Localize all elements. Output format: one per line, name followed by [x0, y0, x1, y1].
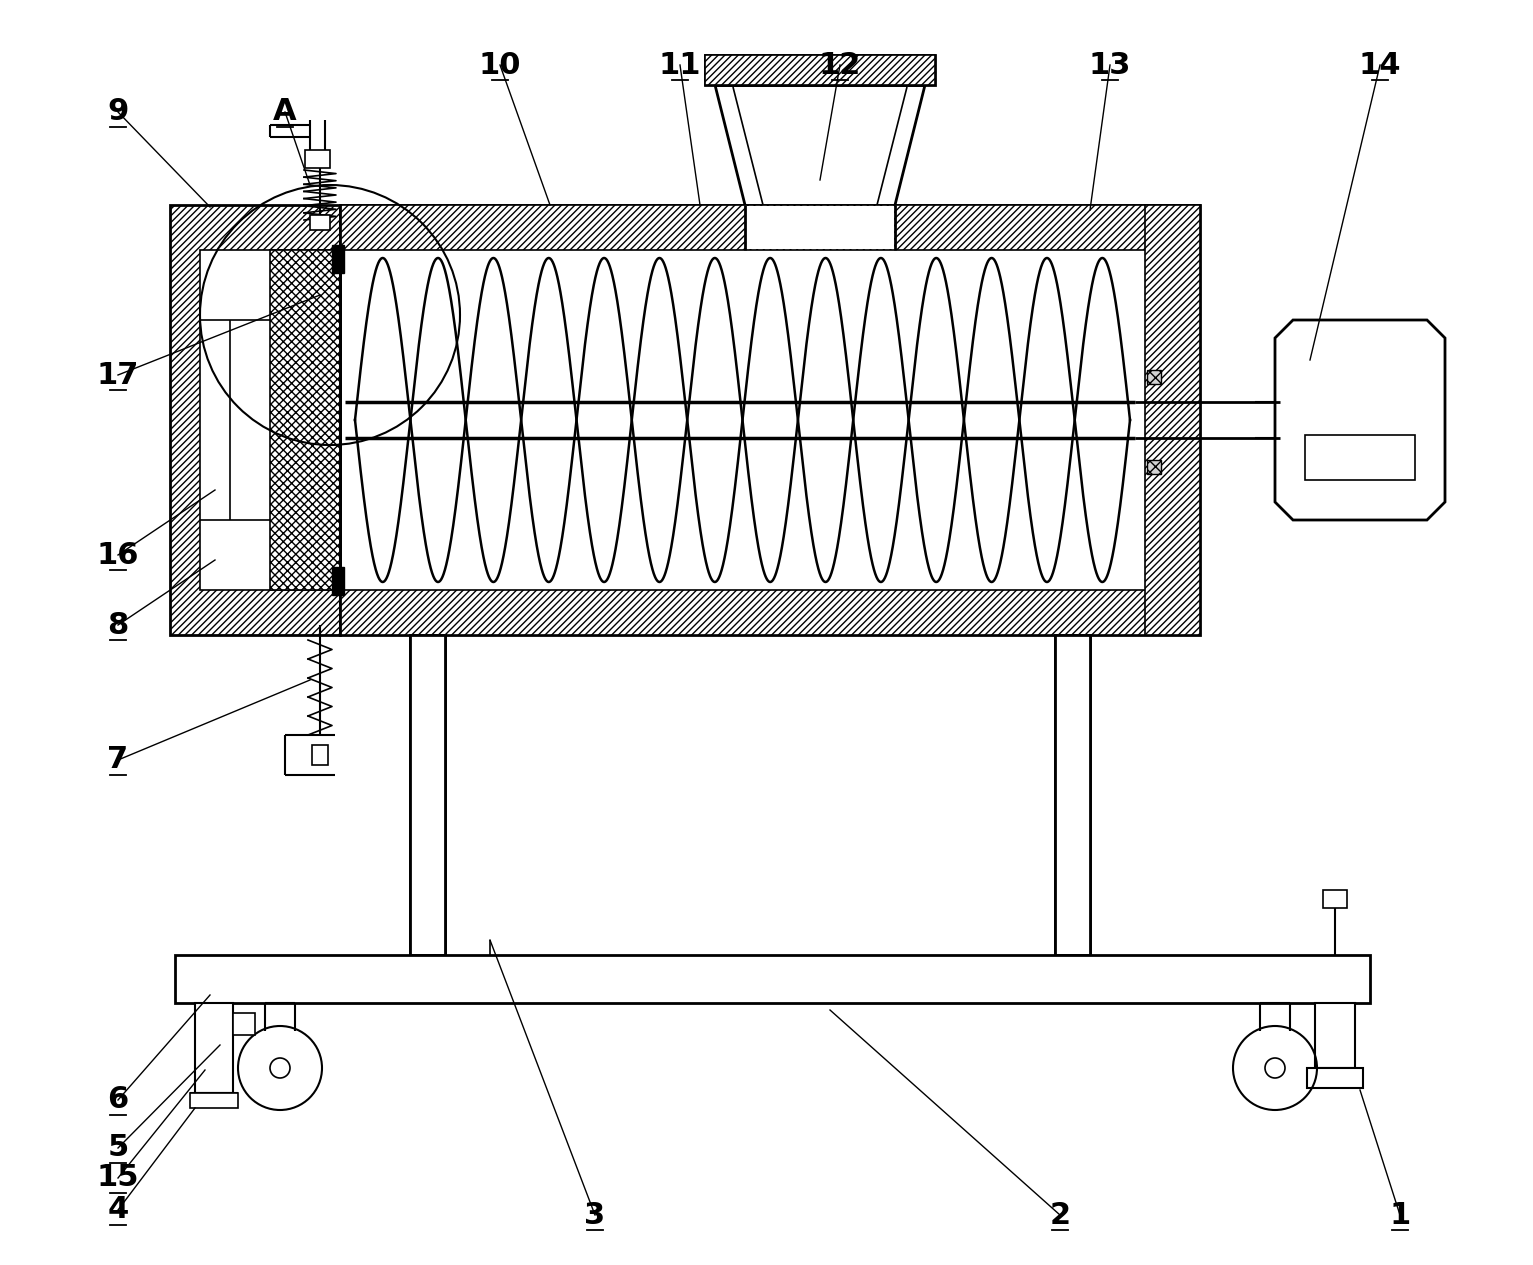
Bar: [1145, 205, 1200, 635]
Text: 7: 7: [107, 745, 129, 774]
Bar: [705, 54, 935, 85]
Text: 4: 4: [107, 1195, 129, 1225]
Text: 3: 3: [584, 1200, 606, 1230]
Bar: [175, 955, 1371, 1003]
Text: 14: 14: [1358, 51, 1401, 80]
Bar: [1147, 369, 1160, 385]
Bar: [340, 205, 1200, 635]
Polygon shape: [1275, 320, 1446, 520]
Bar: [190, 1093, 238, 1108]
Bar: [305, 151, 330, 168]
Text: A: A: [273, 97, 297, 127]
Bar: [1147, 460, 1160, 474]
Text: 9: 9: [107, 97, 129, 127]
Bar: [313, 745, 328, 765]
Bar: [333, 245, 343, 273]
Bar: [1308, 1068, 1363, 1088]
Text: 13: 13: [1088, 51, 1131, 80]
Bar: [340, 205, 1200, 250]
Bar: [199, 250, 340, 589]
Text: 6: 6: [107, 1085, 129, 1114]
Bar: [409, 635, 445, 955]
Bar: [1305, 435, 1415, 479]
Bar: [1055, 635, 1090, 955]
Bar: [1323, 891, 1348, 908]
Bar: [747, 206, 894, 249]
Text: 16: 16: [97, 540, 140, 569]
Text: 10: 10: [478, 51, 521, 80]
Bar: [705, 54, 935, 85]
Bar: [195, 1003, 233, 1093]
Bar: [333, 567, 343, 595]
Text: 17: 17: [97, 361, 140, 390]
Text: 12: 12: [819, 51, 862, 80]
Bar: [233, 1013, 254, 1035]
Text: 8: 8: [107, 611, 129, 640]
Text: 15: 15: [97, 1164, 140, 1193]
Bar: [1315, 1003, 1355, 1068]
Bar: [170, 205, 340, 635]
Bar: [310, 215, 330, 230]
Text: 5: 5: [107, 1133, 129, 1163]
Bar: [270, 250, 340, 589]
Bar: [340, 589, 1200, 635]
Text: 2: 2: [1050, 1200, 1070, 1230]
Text: 1: 1: [1389, 1200, 1410, 1230]
Text: 11: 11: [659, 51, 701, 80]
